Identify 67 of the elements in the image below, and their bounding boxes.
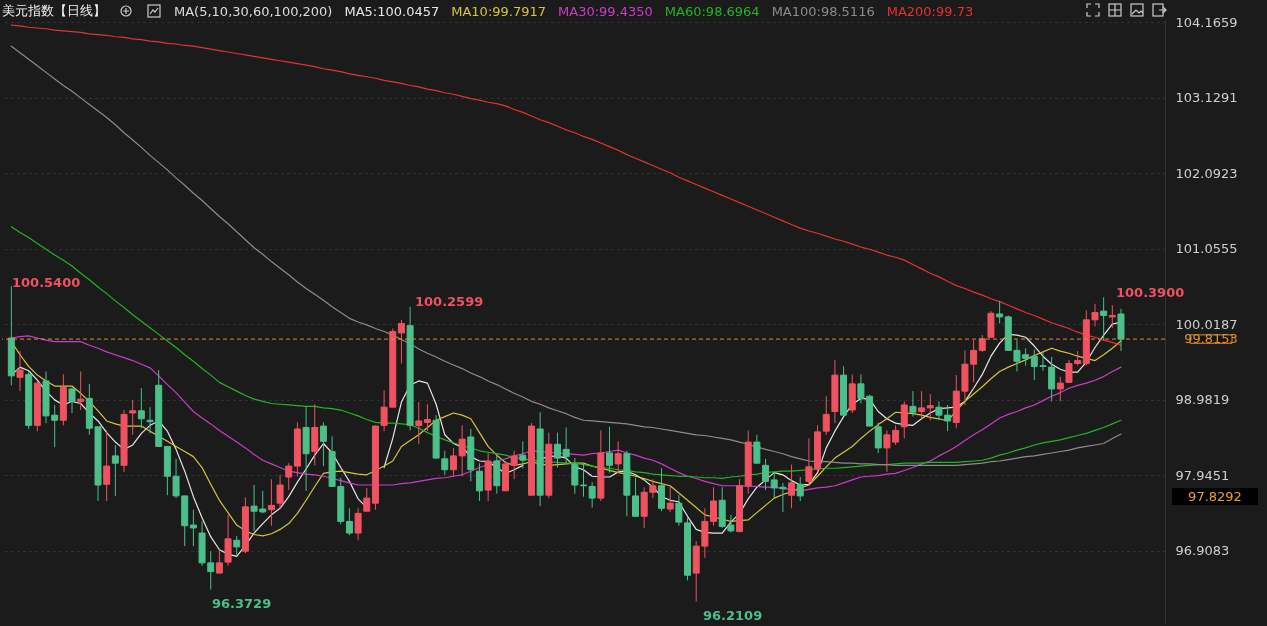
ref-line-label: 99.8153 xyxy=(1184,331,1238,347)
candlestick xyxy=(553,432,561,469)
candlestick xyxy=(666,484,674,513)
candlestick xyxy=(900,400,908,439)
candlestick xyxy=(415,401,423,445)
annotation: 100.5400 xyxy=(12,274,81,291)
candlestick xyxy=(562,427,570,465)
annotation: 100.2599 xyxy=(415,293,484,310)
text: MA5:100.0457 xyxy=(344,3,440,19)
candlestick xyxy=(423,403,431,432)
y-tick-label: 102.0923 xyxy=(1175,165,1238,181)
candlestick xyxy=(397,319,405,364)
candlestick xyxy=(822,395,830,436)
candlestick xyxy=(874,421,882,454)
candlestick xyxy=(189,509,197,547)
candlestick xyxy=(918,390,926,420)
annotation: 96.3729 xyxy=(212,595,272,612)
candlestick xyxy=(788,464,796,509)
candlestick xyxy=(68,386,76,414)
candlestick xyxy=(606,426,614,474)
candlestick xyxy=(796,476,804,502)
y-tick-label: 97.9451 xyxy=(1175,467,1230,483)
candlestick xyxy=(137,387,145,429)
candlestick xyxy=(614,440,622,474)
candlestick xyxy=(632,477,640,517)
chart-title: 美元指数【日线】 xyxy=(2,2,106,20)
chart-subtitle: MA(5,10,30,60,100,200) xyxy=(174,3,333,19)
text: 97.8292 xyxy=(1172,488,1258,505)
candlestick xyxy=(319,421,327,467)
text: MA100:98.5116 xyxy=(771,3,875,19)
candlestick xyxy=(103,429,111,502)
candlestick xyxy=(762,458,770,491)
candlestick xyxy=(16,350,24,392)
candlestick xyxy=(276,474,284,509)
y-tick-label: 96.9083 xyxy=(1175,543,1230,559)
text: MA30:99.4350 xyxy=(558,3,653,19)
candlestick xyxy=(354,507,362,541)
candlestick xyxy=(345,507,353,536)
y-tick-label: 103.1291 xyxy=(1175,90,1238,106)
candlestick xyxy=(996,300,1004,324)
candlestick xyxy=(909,390,917,418)
candlestick xyxy=(658,467,666,512)
candlestick xyxy=(267,478,275,527)
annotation: 100.3900 xyxy=(1116,284,1185,301)
candlestick xyxy=(571,457,579,495)
candlestick xyxy=(753,434,761,464)
candlestick xyxy=(519,440,527,469)
candlestick xyxy=(111,444,119,497)
candlestick xyxy=(475,462,483,502)
text: MA200:99.73 xyxy=(886,3,974,19)
candlestick xyxy=(233,535,241,556)
candlestick xyxy=(1108,304,1116,329)
candlestick xyxy=(580,462,587,498)
annotation: 96.2109 xyxy=(703,607,763,624)
candlestick xyxy=(363,487,371,512)
candlestick xyxy=(129,399,137,436)
candlestick xyxy=(1100,296,1108,341)
text: MA10:99.7917 xyxy=(451,3,547,19)
candlestick xyxy=(77,370,85,411)
y-tick-label: 104.1659 xyxy=(1175,14,1238,30)
y-tick-label: 101.0555 xyxy=(1175,241,1238,257)
candlestick xyxy=(926,393,934,421)
y-tick-label: 100.0187 xyxy=(1175,316,1238,332)
y-tick-label: 98.9819 xyxy=(1175,392,1230,408)
candlestick xyxy=(588,481,596,509)
candlestick xyxy=(285,462,293,491)
text: MA60:98.6964 xyxy=(664,3,760,19)
